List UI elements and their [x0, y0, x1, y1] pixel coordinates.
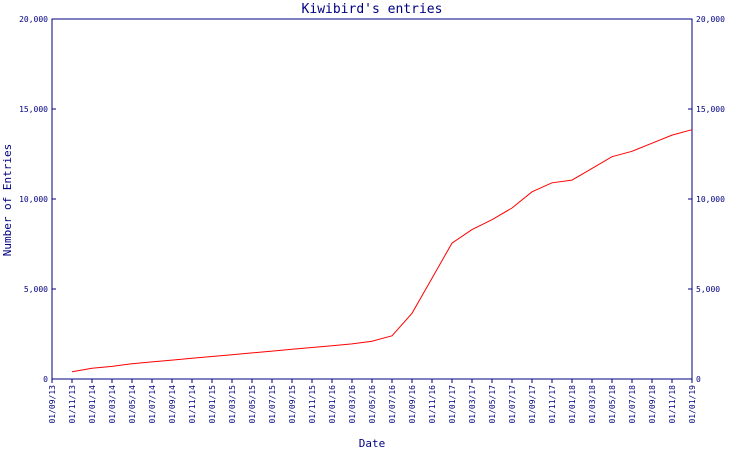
y2-tick-label: 0	[696, 375, 701, 384]
x-tick-label: 01/01/16	[328, 385, 337, 424]
y2-tick-label: 15,000	[696, 105, 725, 114]
x-tick-label: 01/11/18	[668, 385, 677, 424]
x-tick-label: 01/11/17	[548, 385, 557, 424]
x-tick-label: 01/09/18	[648, 385, 657, 424]
x-tick-label: 01/05/17	[488, 385, 497, 424]
x-tick-label: 01/01/19	[688, 385, 697, 424]
x-tick-label: 01/07/17	[508, 385, 517, 424]
x-tick-label: 01/09/14	[168, 385, 177, 424]
x-tick-label: 01/11/14	[188, 385, 197, 424]
x-tick-label: 01/03/14	[108, 385, 117, 424]
x-tick-label: 01/11/15	[308, 385, 317, 424]
x-tick-label: 01/07/18	[628, 385, 637, 424]
x-tick-label: 01/01/17	[448, 385, 457, 424]
y-tick-label: 0	[43, 375, 48, 384]
y2-tick-label: 5,000	[696, 285, 720, 294]
y-axis-label: Number of Entries	[1, 144, 14, 257]
x-tick-label: 01/09/16	[408, 385, 417, 424]
x-tick-label: 01/05/15	[248, 385, 257, 424]
x-tick-label: 01/07/16	[388, 385, 397, 424]
x-tick-label: 01/09/13	[48, 385, 57, 424]
x-tick-label: 01/05/18	[608, 385, 617, 424]
y-tick-label: 10,000	[19, 195, 48, 204]
data-line	[71, 129, 693, 373]
x-axis-label: Date	[359, 437, 386, 450]
x-tick-label: 01/01/18	[568, 385, 577, 424]
x-tick-label: 01/11/16	[428, 385, 437, 424]
x-tick-label: 01/01/15	[208, 385, 217, 424]
y-tick-label: 5,000	[24, 285, 48, 294]
chart-title: Kiwibird's entries	[302, 2, 443, 17]
x-tick-label: 01/09/15	[288, 385, 297, 424]
plot-frame	[51, 18, 693, 380]
x-tick-label: 01/09/17	[528, 385, 537, 424]
y-tick-label: 20,000	[19, 15, 48, 24]
x-tick-label: 01/05/16	[368, 385, 377, 424]
y2-tick-label: 20,000	[696, 15, 725, 24]
x-tick-label: 01/05/14	[128, 385, 137, 424]
y2-tick-label: 10,000	[696, 195, 725, 204]
x-tick-label: 01/07/15	[268, 385, 277, 424]
x-tick-label: 01/11/13	[68, 385, 77, 424]
y-tick-label: 15,000	[19, 105, 48, 114]
x-tick-label: 01/03/16	[348, 385, 357, 424]
x-tick-label: 01/07/14	[148, 385, 157, 424]
x-tick-label: 01/01/14	[88, 385, 97, 424]
x-tick-label: 01/03/18	[588, 385, 597, 424]
x-tick-label: 01/03/17	[468, 385, 477, 424]
x-tick-label: 01/03/15	[228, 385, 237, 424]
